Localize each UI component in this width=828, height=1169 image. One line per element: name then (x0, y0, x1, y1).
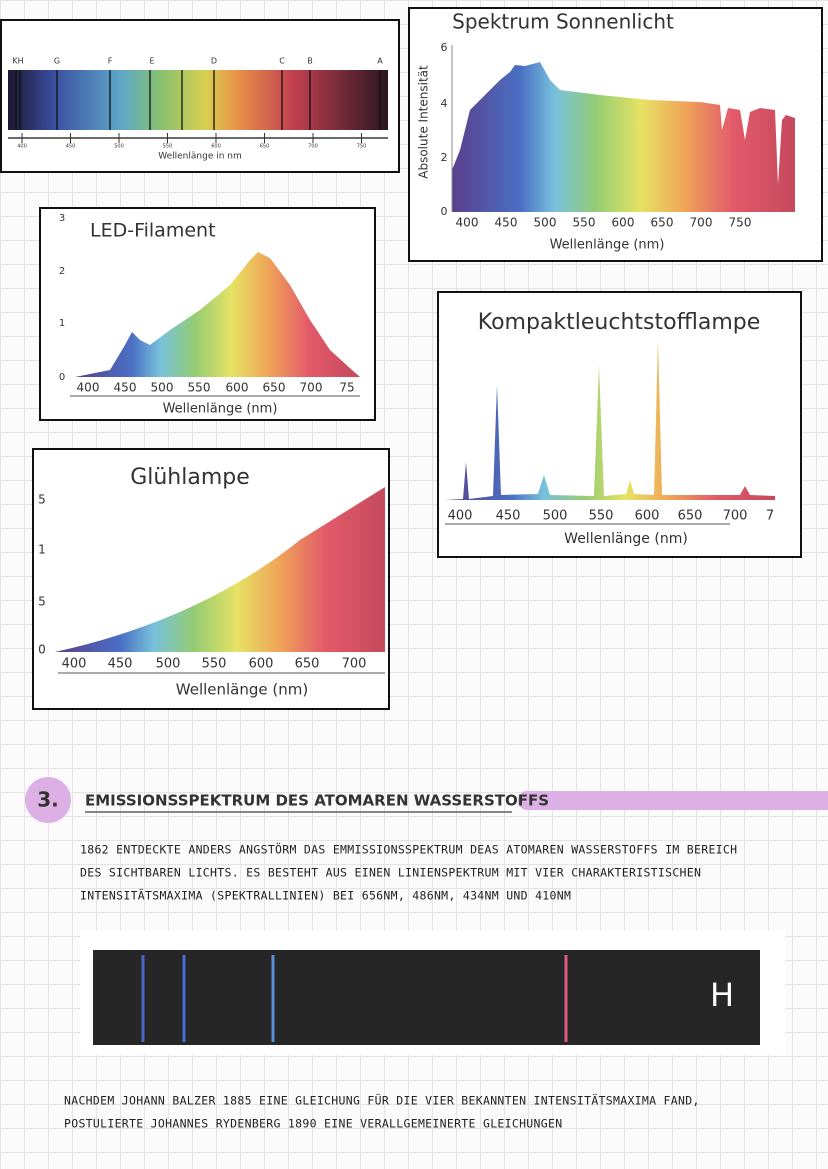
x-tick-label: 700 (690, 216, 713, 230)
x-tick-label: 550 (589, 509, 614, 524)
line-letter: E (149, 57, 154, 66)
hydrogen-spectrum (93, 950, 760, 1045)
x-tick-label: 750 (357, 144, 367, 150)
x-tick-label: 550 (573, 216, 596, 230)
highlight-bar (518, 791, 828, 810)
line-letter: A (377, 57, 383, 66)
figure-title: Kompaktleuchtstofflampe (478, 310, 761, 335)
line-letter: C (279, 57, 285, 66)
x-tick-label: 450 (108, 657, 133, 672)
axis-label: Wellenlänge in nm (158, 152, 242, 162)
x-tick-label: 550 (188, 381, 211, 395)
spectrum-curve (452, 62, 795, 212)
x-tick-label: 400 (77, 381, 100, 395)
x-tick-label: 650 (651, 216, 674, 230)
y-tick-label: 4 (441, 97, 448, 110)
paragraph-line: 1862 ENTDECKTE ANDERS ANGSTÖRM DAS EMMIS… (80, 841, 737, 857)
axis-label: Wellenlänge (nm) (176, 681, 308, 699)
x-tick-label: 700 (342, 657, 367, 672)
y-tick-label: 6 (441, 41, 448, 54)
x-tick-label: 650 (260, 144, 270, 150)
spectrum-strip (8, 70, 388, 130)
x-tick-label: 650 (295, 657, 320, 672)
y-tick-label: 0 (441, 205, 448, 218)
x-tick-label: 550 (202, 657, 227, 672)
x-tick-label: 450 (114, 381, 137, 395)
number-badge (25, 777, 71, 823)
x-tick-label: 600 (211, 144, 221, 150)
y-tick-label: 5 (38, 595, 46, 609)
y-tick-label: 0 (59, 372, 65, 383)
paragraph-line: POSTULIERTE JOHANNES RYDENBERG 1890 EINE… (64, 1117, 562, 1131)
x-tick-label: 450 (66, 144, 76, 150)
x-tick-label: 400 (456, 216, 479, 230)
axis-label: Wellenlänge (nm) (564, 531, 688, 547)
y-tick-label: 3 (59, 213, 65, 224)
x-tick-label: 500 (543, 509, 568, 524)
spectrum-curve (75, 252, 360, 377)
figure-title: LED-Filament (90, 220, 216, 242)
paragraph-line: INTENSITÄTSMAXIMA (SPEKTRALLINIEN) BEI 6… (80, 888, 571, 903)
y-tick-label: 2 (59, 266, 65, 277)
line-letter: F (108, 57, 113, 66)
x-tick-label: 650 (263, 381, 286, 395)
line-letter: G (54, 57, 60, 66)
line-letter: KH (12, 57, 23, 66)
paragraph-line: DES SICHTBAREN LICHTS. ES BESTEHT AUS EI… (80, 866, 701, 880)
x-tick-label: 400 (62, 657, 87, 672)
x-tick-label: 400 (17, 144, 27, 150)
x-tick-label: 75 (339, 381, 354, 395)
axis-label: Wellenlänge (nm) (550, 238, 665, 253)
spectrum-label: H (710, 976, 734, 1014)
x-tick-label: 600 (249, 657, 274, 672)
y-tick-label: 0 (38, 643, 46, 657)
figure-title: Glühlampe (130, 465, 250, 490)
y-tick-label: 5 (38, 493, 46, 507)
line-letter: D (211, 57, 217, 66)
line-letter: B (307, 57, 313, 66)
axis-label: Absolute Intensität (417, 65, 431, 179)
x-tick-label: 550 (163, 144, 173, 150)
y-tick-label: 1 (59, 318, 65, 329)
x-tick-label: 700 (300, 381, 323, 395)
x-tick-label: 450 (496, 509, 521, 524)
x-tick-label: 700 (723, 509, 748, 524)
absorption-lines (8, 70, 388, 139)
spectrum-curve (55, 487, 385, 652)
figure-frame (437, 291, 802, 558)
figure-title: Spektrum Sonnenlicht (452, 10, 674, 34)
y-tick-label: 2 (441, 151, 448, 164)
emission-lines (141, 955, 568, 1042)
x-tick-label: 500 (534, 216, 557, 230)
section-title: EMISSIONSSPEKTRUM DES ATOMAREN WASSERSTO… (85, 792, 549, 810)
x-tick-label: 450 (495, 216, 518, 230)
x-tick-label: 7 (766, 509, 774, 524)
x-tick-label: 600 (612, 216, 635, 230)
x-tick-label: 400 (448, 509, 473, 524)
x-tick-label: 500 (114, 144, 124, 150)
paragraph-line: NACHDEM JOHANN BALZER 1885 EINE GLEICHUN… (64, 1092, 700, 1108)
x-tick-label: 500 (151, 381, 174, 395)
y-tick-label: 1 (38, 543, 46, 557)
x-tick-label: 600 (226, 381, 249, 395)
x-tick-label: 750 (729, 216, 752, 230)
x-tick-label: 500 (156, 657, 181, 672)
axis-label: Wellenlänge (nm) (163, 402, 278, 417)
x-tick-label: 600 (635, 509, 660, 524)
x-tick-label: 650 (678, 509, 703, 524)
section-number: 3. (37, 788, 59, 812)
x-tick-label: 700 (308, 144, 318, 150)
